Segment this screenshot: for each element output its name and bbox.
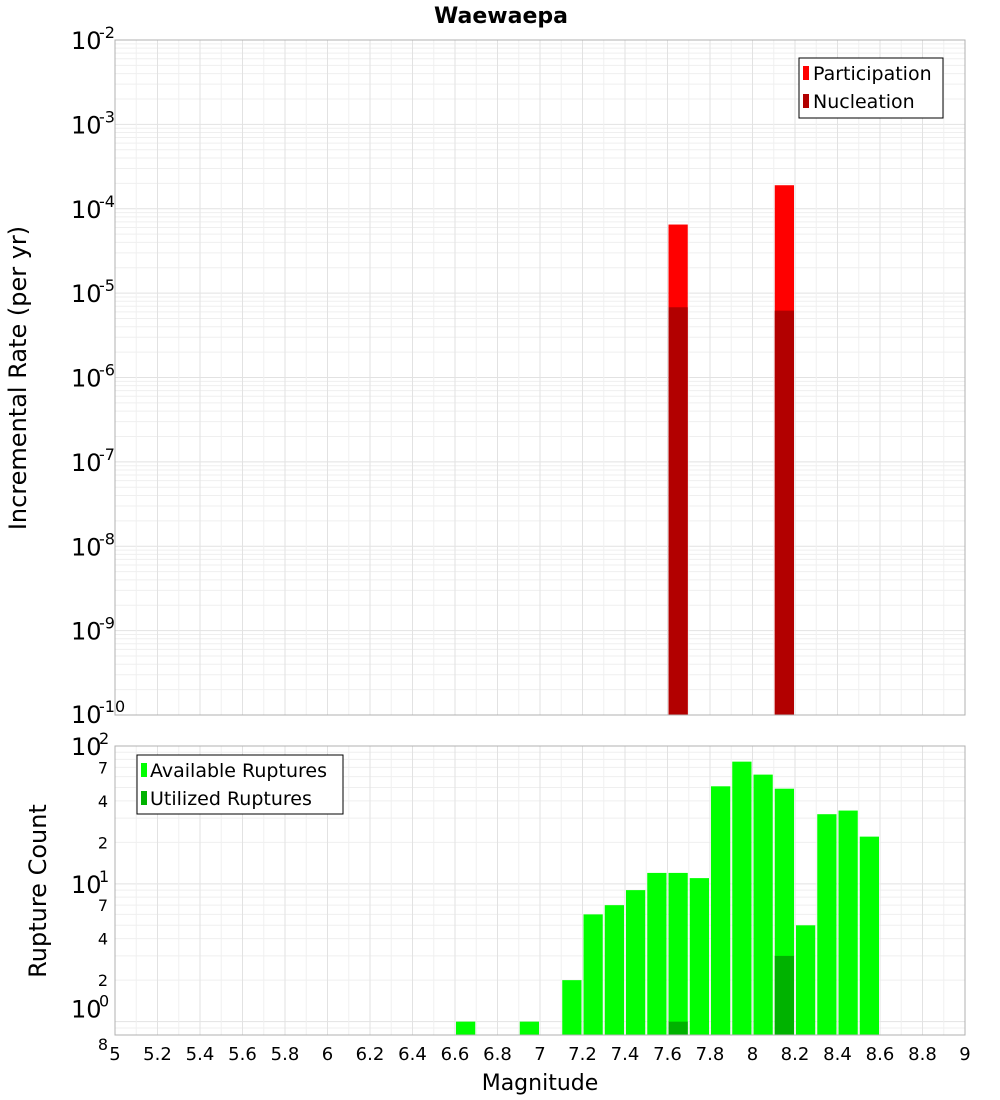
bottom-panel-frame bbox=[114, 745, 966, 1036]
x-tick-label: 6 bbox=[322, 1044, 333, 1065]
bottom-y-minor-label: 4 bbox=[98, 792, 108, 811]
bottom-y-minor-label: 4 bbox=[98, 930, 108, 949]
top-y-tick-exp: -7 bbox=[99, 445, 115, 464]
bottom-bar-s1 bbox=[689, 878, 709, 1035]
bottom-bar-s1 bbox=[668, 872, 688, 1035]
bottom-bar-s1 bbox=[647, 872, 667, 1035]
x-tick-label: 8.2 bbox=[781, 1044, 810, 1065]
legend-swatch-participation bbox=[803, 66, 809, 80]
bottom-bar-s1 bbox=[732, 761, 752, 1035]
top-y-tick-exp: -2 bbox=[99, 23, 115, 42]
bottom-bar-s2 bbox=[668, 1021, 688, 1035]
bottom-bar-s1 bbox=[604, 905, 624, 1035]
x-tick-label: 8.8 bbox=[908, 1044, 937, 1065]
bottom-y-tick-exp: 1 bbox=[99, 867, 109, 886]
bottom-bar-s1 bbox=[817, 814, 837, 1035]
bottom-y-tick-exp: 0 bbox=[99, 992, 109, 1011]
x-tick-label: 6.8 bbox=[483, 1044, 512, 1065]
x-tick-label: 5.4 bbox=[186, 1044, 215, 1065]
top-y-axis-label: Incremental Rate (per yr) bbox=[4, 226, 32, 530]
bottom-bar-s1 bbox=[626, 890, 646, 1035]
legend-label-participation: Participation bbox=[813, 63, 932, 85]
top-y-tick-base: 10 bbox=[71, 533, 102, 561]
x-tick-label: 5.8 bbox=[271, 1044, 300, 1065]
top-legend: Participation Nucleation bbox=[798, 57, 944, 119]
x-tick-label: 8.6 bbox=[866, 1044, 895, 1065]
legend-label-utilized: Utilized Ruptures bbox=[150, 788, 312, 810]
top-y-tick-base: 10 bbox=[71, 280, 102, 308]
top-y-tick-exp: -5 bbox=[99, 276, 115, 295]
bottom-legend: Available Ruptures Utilized Ruptures bbox=[136, 754, 344, 815]
bottom-bar-s1 bbox=[711, 786, 731, 1035]
bottom-panel-bars bbox=[456, 761, 879, 1035]
bottom-bar-s1 bbox=[519, 1021, 539, 1035]
legend-swatch-nucleation bbox=[803, 94, 809, 108]
top-y-tick-base: 10 bbox=[71, 365, 102, 393]
x-tick-label: 5.6 bbox=[228, 1044, 257, 1065]
top-y-tick-exp: -3 bbox=[99, 107, 115, 126]
bottom-y-axis-label: Rupture Count bbox=[24, 804, 52, 978]
bottom-y-tick-base: 10 bbox=[71, 996, 102, 1024]
legend-swatch-utilized bbox=[141, 791, 147, 805]
x-tick-label: 5 bbox=[109, 1044, 120, 1065]
x-tick-label: 8 bbox=[747, 1044, 758, 1065]
x-tick-label: 7.2 bbox=[568, 1044, 597, 1065]
top-y-tick-exp: -9 bbox=[99, 614, 115, 633]
top-y-tick-base: 10 bbox=[71, 196, 102, 224]
bottom-legend-box bbox=[136, 754, 344, 815]
x-tick-label: 7.4 bbox=[611, 1044, 640, 1065]
top-y-tick-exp: -8 bbox=[99, 529, 115, 548]
x-axis-ticks: 5 5.2 5.4 5.6 5.8 6 6.2 6.4 6.6 6.8 7 7.2 7.4 7.6 7.8 8… bbox=[109, 1044, 970, 1065]
bottom-y-minor-label: 7 bbox=[98, 896, 108, 915]
bottom-bar-s1 bbox=[838, 810, 858, 1035]
bottom-y-tick-exp: 2 bbox=[99, 729, 109, 748]
x-tick-label: 6.6 bbox=[441, 1044, 470, 1065]
top-legend-box bbox=[798, 57, 944, 119]
x-tick-label: 7.8 bbox=[696, 1044, 725, 1065]
top-y-tick-exp: -10 bbox=[99, 697, 125, 716]
top-y-tick-base: 10 bbox=[71, 618, 102, 646]
top-y-tick-base: 10 bbox=[71, 111, 102, 139]
bottom-bar-s1 bbox=[859, 836, 879, 1035]
x-tick-label: 8.4 bbox=[823, 1044, 852, 1065]
bottom-bar-s1 bbox=[562, 980, 582, 1035]
bottom-y-minor-label: 2 bbox=[98, 971, 108, 990]
top-bar-s2 bbox=[668, 307, 688, 715]
bottom-y-tick-base: 10 bbox=[71, 871, 102, 899]
bottom-y-tick-base: 10 bbox=[71, 733, 102, 761]
legend-label-available: Available Ruptures bbox=[150, 760, 327, 782]
bottom-bar-s1 bbox=[753, 774, 773, 1035]
x-tick-label: 5.2 bbox=[143, 1044, 172, 1065]
bottom-y-minor-label: 8 bbox=[98, 1035, 108, 1054]
bottom-bar-s2 bbox=[774, 955, 794, 1035]
bottom-bar-s1 bbox=[583, 914, 603, 1035]
x-tick-label: 7.6 bbox=[653, 1044, 682, 1065]
top-y-tick-base: 10 bbox=[71, 449, 102, 477]
top-bar-s2 bbox=[774, 310, 794, 715]
bottom-y-minor-label: 2 bbox=[98, 833, 108, 852]
bottom-bar-s1 bbox=[456, 1021, 476, 1035]
top-panel-grid bbox=[114, 39, 966, 716]
bottom-bar-s1 bbox=[796, 925, 816, 1035]
top-panel-frame bbox=[114, 39, 966, 716]
top-y-tick-base: 10 bbox=[71, 701, 102, 729]
chart-title: Waewaepa bbox=[434, 4, 568, 29]
top-y-tick-exp: -6 bbox=[99, 361, 115, 380]
legend-label-nucleation: Nucleation bbox=[813, 91, 915, 113]
legend-swatch-available bbox=[141, 763, 147, 777]
x-tick-label: 6.4 bbox=[398, 1044, 427, 1065]
top-panel-bars bbox=[668, 185, 794, 715]
x-axis-label: Magnitude bbox=[482, 1071, 599, 1096]
top-y-tick-base: 10 bbox=[71, 27, 102, 55]
x-tick-label: 9 bbox=[959, 1044, 970, 1065]
x-tick-label: 7 bbox=[534, 1044, 545, 1065]
top-y-tick-exp: -4 bbox=[99, 192, 115, 211]
x-tick-label: 6.2 bbox=[356, 1044, 385, 1065]
bottom-y-minor-label: 7 bbox=[98, 758, 108, 777]
